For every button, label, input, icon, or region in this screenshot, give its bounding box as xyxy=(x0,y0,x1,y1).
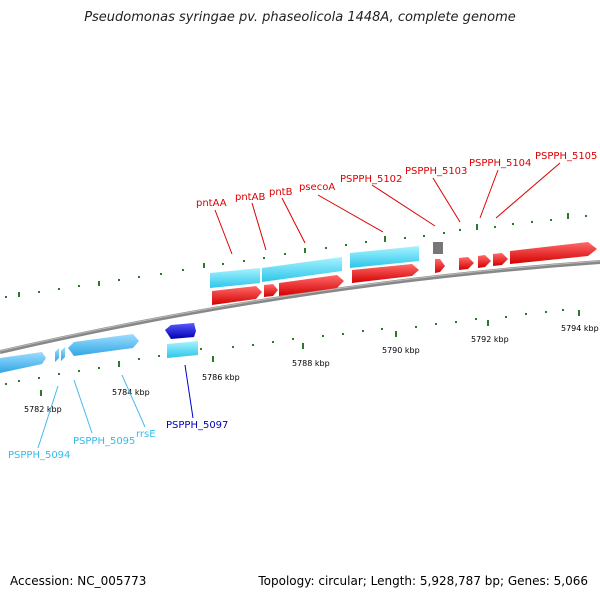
gene-pntAB-arrow[interactable] xyxy=(264,284,278,297)
label-pntAB[interactable]: pntAB xyxy=(235,192,265,203)
gene-PSPPH_5105-arrow[interactable] xyxy=(510,242,597,264)
gene-pntB-arrow[interactable] xyxy=(279,275,344,296)
gene-pntAA-bar[interactable] xyxy=(210,268,260,288)
label-PSPPH_5097[interactable]: PSPPH_5097 xyxy=(166,420,228,431)
label-leader-lines xyxy=(37,162,561,449)
label-pntAA[interactable]: pntAA xyxy=(196,198,227,209)
label-PSPPH_5102[interactable]: PSPPH_5102 xyxy=(340,174,402,185)
label-rrsE[interactable]: rrsE xyxy=(136,429,156,440)
tick-label-5782: 5782 kbp xyxy=(24,405,62,414)
label-psecoA[interactable]: psecoA xyxy=(299,182,335,193)
gene-psecoA-bar[interactable] xyxy=(350,246,419,268)
gene-PSPPH_5097-rna[interactable] xyxy=(167,341,198,358)
gene-PSPPH_5095-arrow-a[interactable] xyxy=(55,348,59,362)
tick-label-5794: 5794 kbp xyxy=(561,324,599,333)
tick-label-5792: 5792 kbp xyxy=(471,335,509,344)
gene-PSPPH_5097-arrow[interactable] xyxy=(165,323,196,339)
tick-label-5788: 5788 kbp xyxy=(292,359,330,368)
gene-PSPPH_5103-arrow[interactable] xyxy=(459,257,474,270)
label-PSPPH_5104[interactable]: PSPPH_5104 xyxy=(469,158,531,169)
genome-backbone-highlight xyxy=(0,260,600,352)
upper-cyan-genes xyxy=(210,242,443,288)
genome-summary-text: Topology: circular; Length: 5,928,787 bp… xyxy=(258,574,588,588)
label-pntB[interactable]: pntB xyxy=(269,187,293,198)
gene-rrsE-arrow[interactable] xyxy=(68,334,139,356)
gene-psecoA-arrow[interactable] xyxy=(352,264,419,283)
tick-label-5786: 5786 kbp xyxy=(202,373,240,382)
genome-backbone xyxy=(0,260,600,354)
label-PSPPH_5105[interactable]: PSPPH_5105 xyxy=(535,151,597,162)
gene-PSPPH_5095-arrow-b[interactable] xyxy=(61,347,65,361)
label-PSPPH_5103[interactable]: PSPPH_5103 xyxy=(405,166,467,177)
reverse-genes xyxy=(0,323,198,373)
gene-unknown-bar[interactable] xyxy=(433,242,443,254)
tick-label-5790: 5790 kbp xyxy=(382,346,420,355)
gene-PSPPH_5104b-arrow[interactable] xyxy=(493,253,508,266)
map-title: Pseudomonas syringae pv. phaseolicola 14… xyxy=(84,10,516,25)
label-PSPPH_5094[interactable]: PSPPH_5094 xyxy=(8,450,70,461)
tick-label-5784: 5784 kbp xyxy=(112,388,150,397)
gene-PSPPH_5102-arrow[interactable] xyxy=(435,259,445,273)
label-PSPPH_5095[interactable]: PSPPH_5095 xyxy=(73,436,135,447)
gene-PSPPH_5094-arrow[interactable] xyxy=(0,352,46,373)
gene-pntAA-arrow[interactable] xyxy=(212,286,262,305)
gene-pntAB-bar[interactable] xyxy=(262,257,342,282)
forward-red-genes xyxy=(212,242,597,305)
gene-PSPPH_5104-arrow[interactable] xyxy=(478,255,491,268)
accession-text: Accession: NC_005773 xyxy=(10,574,147,588)
upper-tick-row xyxy=(5,213,587,298)
